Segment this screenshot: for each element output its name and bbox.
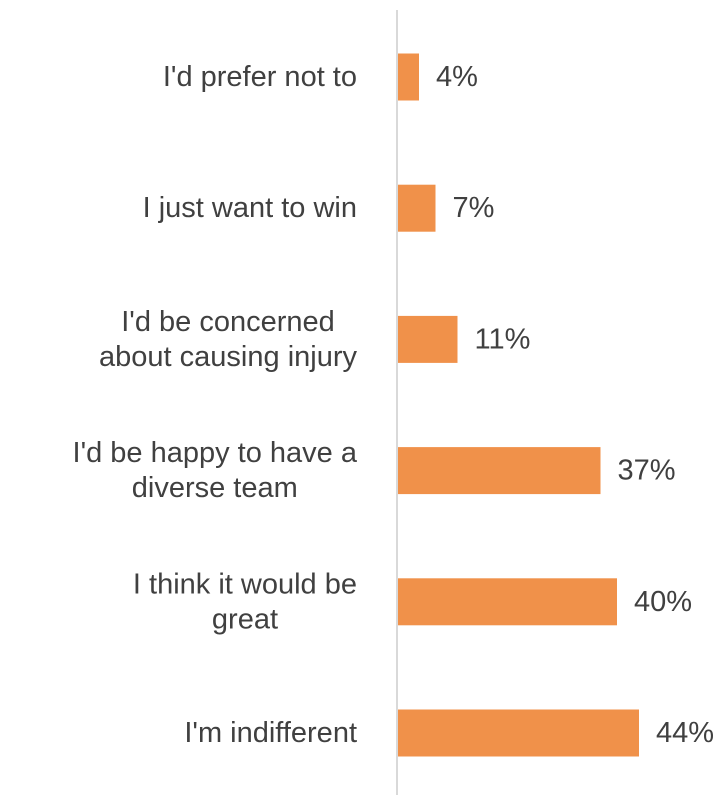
category-label-line: I just want to win — [143, 192, 357, 224]
bars-group — [397, 53, 639, 757]
category-label-line: I'm indifferent — [184, 717, 357, 749]
bar-5 — [397, 578, 617, 626]
category-labels-group: I'd prefer not to I just want to win I'd b… — [73, 61, 358, 749]
data-label-3: 11% — [475, 323, 531, 355]
category-label-1: I'd prefer not to — [163, 61, 357, 93]
data-label-2: 7% — [453, 192, 495, 224]
data-label-5: 40% — [634, 586, 692, 618]
category-label-line: great — [212, 603, 278, 635]
category-label-4: I'd be happy to have a diverse team — [73, 437, 358, 504]
category-label-line: about causing injury — [99, 341, 357, 373]
category-label-2: I just want to win — [143, 192, 357, 224]
category-label-5: I think it would be great — [133, 568, 357, 635]
data-labels-group: 4% 7% 11% 37% 40% 44% — [436, 61, 714, 749]
category-label-line: I'd be concerned — [121, 306, 335, 338]
bar-4 — [397, 447, 601, 495]
category-label-line: I'd prefer not to — [163, 61, 357, 93]
category-label-line: I think it would be — [133, 568, 357, 600]
data-label-6: 44% — [656, 717, 714, 749]
category-label-line: I'd be happy to have a — [73, 437, 358, 469]
data-label-4: 37% — [618, 455, 676, 487]
bar-3 — [397, 315, 458, 363]
data-label-1: 4% — [436, 61, 478, 93]
category-label-3: I'd be concerned about causing injury — [99, 306, 357, 373]
bar-2 — [397, 184, 436, 232]
bar-6 — [397, 709, 639, 757]
bar-1 — [397, 53, 419, 101]
category-label-line: diverse team — [132, 472, 298, 504]
category-label-6: I'm indifferent — [184, 717, 357, 749]
